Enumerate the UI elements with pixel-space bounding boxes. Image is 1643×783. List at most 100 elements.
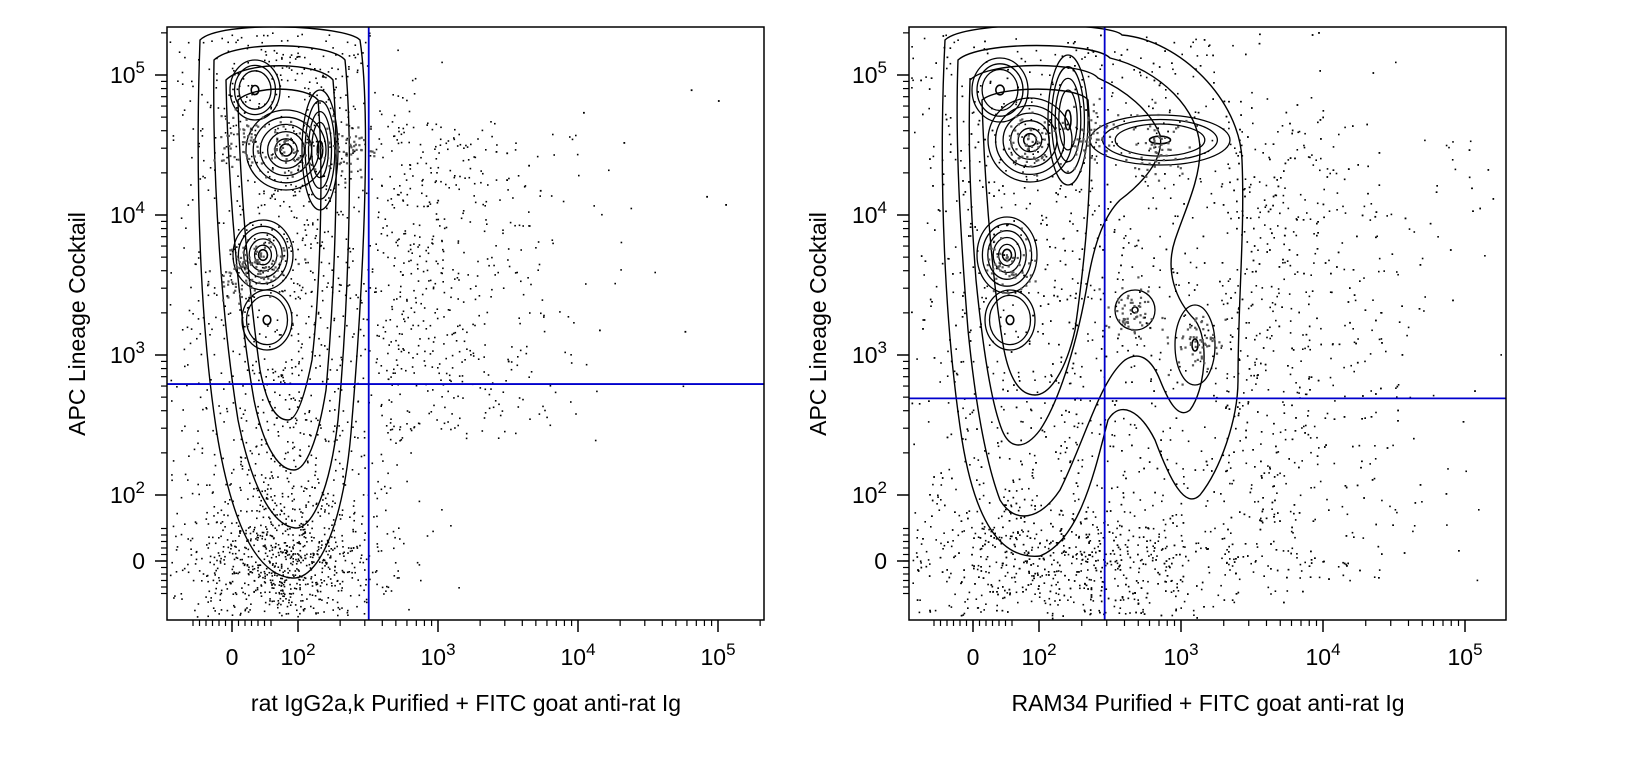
event-dot	[933, 146, 935, 148]
population-dot	[1175, 158, 1177, 160]
event-dot	[222, 551, 224, 553]
event-dot	[181, 598, 183, 600]
event-dot	[282, 524, 284, 526]
event-dot	[241, 559, 243, 561]
event-dot	[176, 386, 178, 388]
event-dot	[244, 267, 246, 269]
event-dot	[292, 127, 294, 129]
event-dot	[239, 309, 241, 311]
event-dot	[323, 494, 325, 496]
event-dot	[272, 525, 274, 527]
event-dot	[247, 161, 249, 163]
event-dot	[274, 50, 276, 52]
event-dot	[279, 514, 281, 516]
event-dot	[232, 614, 234, 616]
event-dot	[255, 562, 257, 564]
population-dot	[276, 255, 278, 257]
event-dot	[391, 150, 393, 152]
event-dot	[174, 595, 176, 597]
event-dot	[283, 466, 285, 468]
event-dot	[286, 577, 288, 579]
event-dot	[240, 510, 242, 512]
population-dot	[223, 147, 225, 149]
event-dot	[363, 590, 365, 592]
event-dot	[238, 73, 240, 75]
event-dot	[269, 401, 271, 403]
population-dot	[287, 139, 289, 141]
event-dot	[398, 527, 400, 529]
population-dot	[1098, 145, 1100, 147]
event-dot	[298, 541, 300, 543]
event-dot	[371, 178, 373, 180]
event-dot	[267, 421, 269, 423]
event-dot	[1136, 245, 1138, 247]
event-dot	[400, 291, 402, 293]
event-dot	[274, 565, 276, 567]
event-dot	[220, 558, 222, 560]
event-dot	[309, 64, 311, 66]
event-dot	[437, 318, 439, 320]
event-dot	[304, 487, 306, 489]
population-dot	[1127, 297, 1129, 299]
event-dot	[238, 186, 240, 188]
population-dot	[1189, 146, 1191, 148]
event-dot	[423, 271, 425, 273]
event-dot	[1044, 402, 1046, 404]
event-dot	[1300, 564, 1302, 566]
event-dot	[192, 313, 194, 315]
event-dot	[364, 613, 366, 615]
population-dot	[1118, 319, 1120, 321]
event-dot	[171, 474, 173, 476]
event-dot	[468, 159, 470, 161]
event-dot	[467, 274, 469, 276]
event-dot	[279, 144, 281, 146]
event-dot	[1100, 224, 1102, 226]
event-dot	[284, 507, 286, 509]
event-dot	[955, 159, 957, 161]
event-dot	[993, 242, 995, 244]
population-dot	[237, 258, 239, 260]
event-dot	[1284, 187, 1286, 189]
event-dot	[426, 163, 428, 165]
event-dot	[334, 537, 336, 539]
event-dot	[331, 506, 333, 508]
outlier-dot	[540, 190, 542, 192]
event-dot	[502, 233, 504, 235]
event-dot	[213, 580, 215, 582]
event-dot	[299, 298, 301, 300]
population-dot	[260, 256, 262, 258]
event-dot	[317, 612, 319, 614]
population-dot	[1108, 145, 1110, 147]
event-dot	[333, 530, 335, 532]
outlier-dot	[706, 196, 708, 198]
event-dot	[1249, 191, 1251, 193]
event-dot	[201, 94, 203, 96]
event-dot	[335, 470, 337, 472]
population-dot	[356, 149, 358, 151]
event-dot	[261, 49, 263, 51]
population-dot	[263, 267, 265, 269]
event-dot	[285, 129, 287, 131]
population-dot	[256, 251, 258, 253]
event-dot	[322, 381, 324, 383]
event-dot	[202, 176, 204, 178]
event-dot	[1100, 532, 1102, 534]
event-dot	[264, 509, 266, 511]
population-dot	[242, 247, 244, 249]
event-dot	[342, 581, 344, 583]
event-dot	[1230, 467, 1232, 469]
event-dot	[441, 62, 443, 64]
event-dot	[347, 572, 349, 574]
event-dot	[279, 394, 281, 396]
population-dot	[277, 270, 279, 272]
event-dot	[315, 418, 317, 420]
population-dot	[1195, 346, 1197, 348]
event-dot	[1347, 514, 1349, 516]
event-dot	[1150, 378, 1152, 380]
event-dot	[1226, 378, 1228, 380]
event-dot	[340, 97, 342, 99]
event-dot	[415, 78, 417, 80]
event-dot	[490, 296, 492, 298]
event-dot	[326, 584, 328, 586]
event-dot	[257, 207, 259, 209]
